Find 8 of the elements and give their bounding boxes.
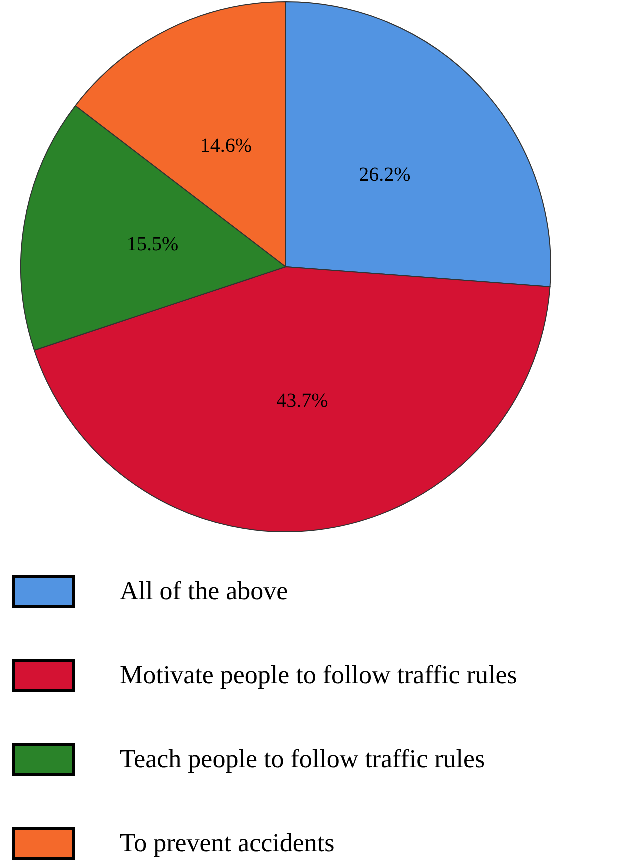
data-label: 15.5% bbox=[127, 234, 179, 256]
data-label: 26.2% bbox=[359, 164, 411, 186]
data-label: 43.7% bbox=[276, 390, 328, 412]
data-label: 14.6% bbox=[200, 134, 252, 157]
legend-label: All of the above bbox=[120, 576, 288, 606]
legend-label: To prevent accidents bbox=[120, 828, 335, 858]
legend-label: Teach people to follow traffic rules bbox=[120, 744, 486, 774]
legend-label: Motivate people to follow traffic rules bbox=[120, 660, 518, 690]
